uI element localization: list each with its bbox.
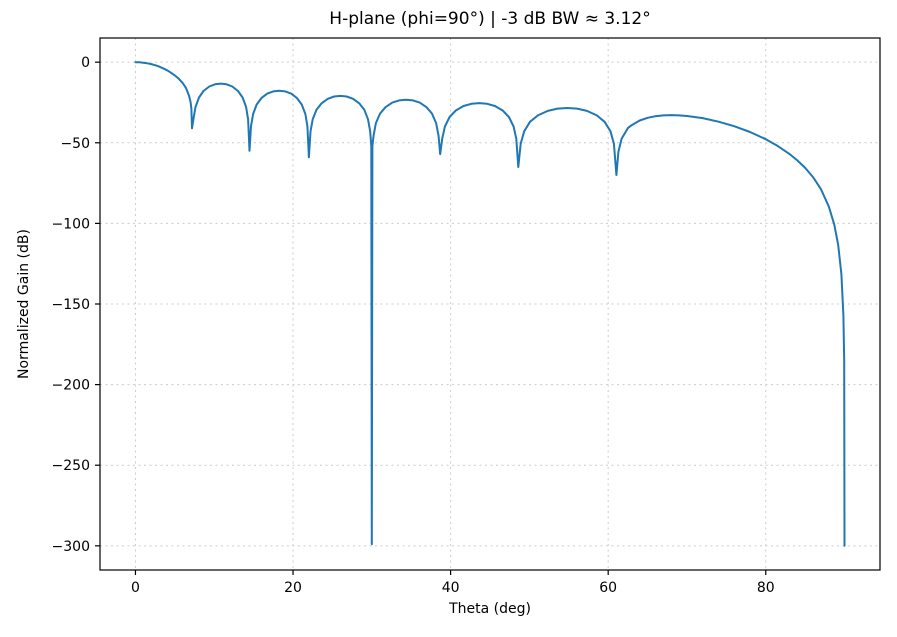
x-tick-label: 20	[284, 580, 302, 596]
y-tick-label: −150	[52, 297, 90, 313]
y-tick-label: −50	[60, 136, 90, 152]
x-tick-label: 0	[131, 580, 140, 596]
y-tick-label: −200	[52, 378, 90, 394]
y-tick-label: −250	[52, 458, 90, 474]
x-tick-label: 80	[757, 580, 775, 596]
y-axis-label: Normalized Gain (dB)	[16, 229, 32, 379]
chart-title: H-plane (phi=90°) | -3 dB BW ≈ 3.12°	[329, 9, 651, 29]
x-tick-label: 60	[599, 580, 617, 596]
y-tick-label: −100	[52, 216, 90, 232]
y-tick-label: −300	[52, 539, 90, 555]
x-tick-label: 40	[442, 580, 460, 596]
y-tick-label: 0	[81, 55, 90, 71]
gain-curve	[134, 61, 846, 547]
x-axis-label: Theta (deg)	[449, 601, 531, 617]
